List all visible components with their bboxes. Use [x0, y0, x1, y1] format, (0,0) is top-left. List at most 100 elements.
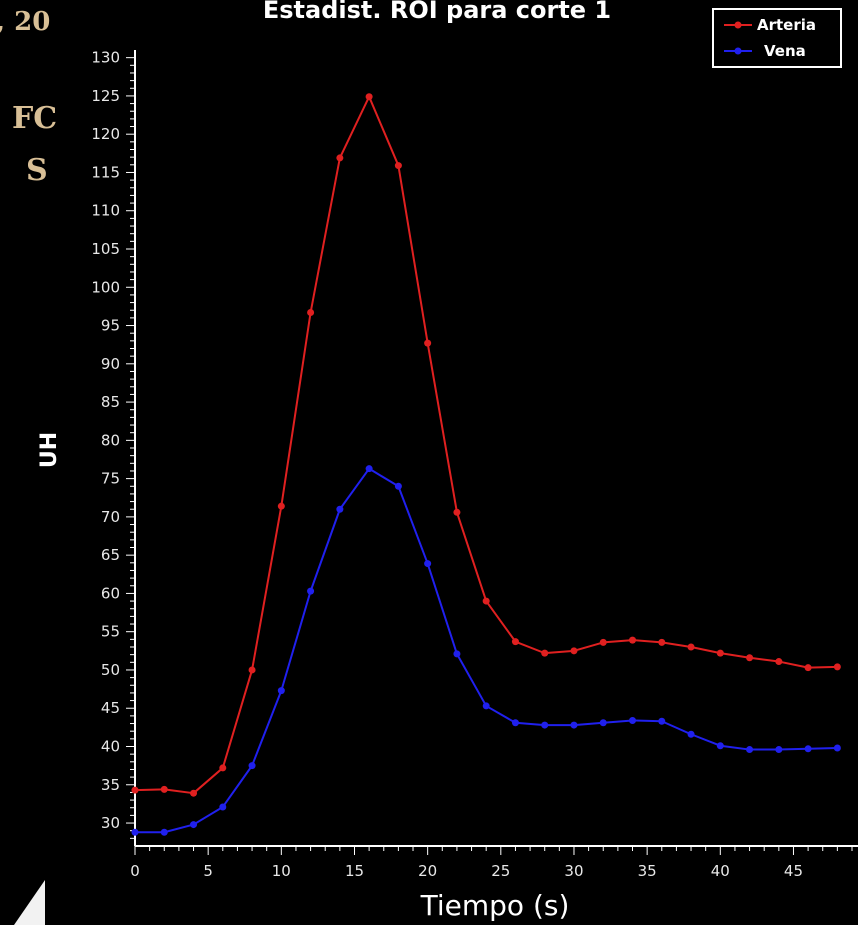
- y-tick-label: 115: [91, 163, 120, 181]
- data-point-vena: [599, 719, 607, 727]
- data-point-arteria: [804, 664, 812, 672]
- chart-title: Estadist. ROI para corte 1: [263, 0, 611, 24]
- data-point-arteria: [511, 638, 519, 646]
- series-line-arteria: [135, 95, 838, 795]
- x-tick-label: 5: [203, 862, 213, 880]
- x-tick-label: 20: [418, 862, 437, 880]
- data-point-vena: [541, 721, 549, 729]
- data-point-arteria: [599, 638, 607, 646]
- data-point-vena: [424, 560, 432, 568]
- y-tick-label: 95: [101, 317, 120, 335]
- data-point-arteria: [277, 502, 285, 510]
- data-point-arteria: [833, 663, 841, 671]
- data-point-arteria: [687, 643, 695, 651]
- data-point-arteria: [482, 597, 490, 605]
- data-point-vena: [716, 742, 724, 750]
- y-tick-label: 70: [101, 508, 120, 526]
- data-point-arteria: [629, 636, 637, 644]
- data-point-arteria: [307, 309, 315, 317]
- data-point-vena: [629, 716, 637, 724]
- x-tick-label: 15: [345, 862, 364, 880]
- y-ticks: 30 35 40 45 50 55 60 65 70 75 80 85 90 95 100 105 110 115…: [91, 49, 135, 839]
- data-point-arteria: [365, 93, 373, 101]
- y-tick-label: 120: [91, 125, 120, 143]
- y-tick-label: 60: [101, 584, 120, 602]
- x-tick-label: 25: [491, 862, 510, 880]
- data-point-arteria: [746, 654, 754, 662]
- y-tick-label: 75: [101, 470, 120, 488]
- data-point-vena: [658, 717, 666, 725]
- data-point-vena: [511, 719, 519, 727]
- data-point-vena: [833, 744, 841, 752]
- data-point-arteria: [775, 658, 783, 666]
- data-point-arteria: [541, 649, 549, 657]
- data-point-vena: [570, 721, 578, 729]
- legend-marker-vena: [734, 47, 742, 55]
- legend-marker-arteria: [734, 21, 742, 29]
- data-point-arteria: [248, 666, 256, 674]
- data-point-arteria: [336, 154, 344, 162]
- x-axis-label: Tiempo (s): [420, 889, 570, 922]
- data-point-arteria: [716, 649, 724, 657]
- series-layer: [131, 93, 841, 836]
- x-tick-label: 35: [638, 862, 657, 880]
- data-point-vena: [746, 746, 754, 754]
- axes: [134, 50, 858, 847]
- y-tick-label: 40: [101, 738, 120, 756]
- data-point-arteria: [219, 764, 227, 772]
- x-ticks: 0 5 10 15 20 25 30 35 40 45: [130, 846, 853, 880]
- data-point-arteria: [394, 162, 402, 170]
- data-point-vena: [307, 587, 315, 595]
- data-point-vena: [248, 762, 256, 770]
- y-tick-label: 65: [101, 546, 120, 564]
- y-tick-label: 125: [91, 87, 120, 105]
- y-tick-label: 50: [101, 661, 120, 679]
- data-point-arteria: [658, 638, 666, 646]
- data-point-vena: [219, 803, 227, 811]
- x-tick-label: 45: [784, 862, 803, 880]
- legend: Arteria Vena: [712, 8, 842, 68]
- y-tick-label: 55: [101, 623, 120, 641]
- y-tick-label: 105: [91, 240, 120, 258]
- background-fragment-3: S: [26, 153, 48, 188]
- y-tick-label: 90: [101, 355, 120, 373]
- y-tick-label: 85: [101, 393, 120, 411]
- y-tick-label: 35: [101, 776, 120, 794]
- x-tick-label: 10: [272, 862, 291, 880]
- data-point-vena: [775, 746, 783, 754]
- y-tick-label: 80: [101, 431, 120, 449]
- legend-box: [712, 8, 842, 68]
- y-axis-label: UH: [37, 432, 62, 468]
- data-point-arteria: [190, 789, 198, 797]
- data-point-vena: [365, 465, 373, 473]
- series-line-vena: [135, 467, 838, 834]
- data-point-vena: [336, 505, 344, 513]
- data-point-arteria: [424, 339, 432, 347]
- data-point-vena: [160, 828, 168, 836]
- data-point-vena: [804, 745, 812, 753]
- y-tick-label: 100: [91, 278, 120, 296]
- data-point-vena: [453, 650, 461, 658]
- legend-label-vena: Vena: [764, 42, 806, 60]
- y-tick-label: 45: [101, 699, 120, 717]
- data-point-arteria: [131, 786, 139, 794]
- legend-label-arteria: Arteria: [757, 16, 816, 34]
- x-tick-label: 0: [130, 862, 140, 880]
- data-point-vena: [482, 702, 490, 710]
- data-point-vena: [687, 730, 695, 738]
- data-point-arteria: [453, 508, 461, 516]
- x-tick-label: 30: [564, 862, 583, 880]
- data-point-arteria: [570, 647, 578, 655]
- data-point-vena: [131, 828, 139, 836]
- background-fragment-1: , 20: [0, 7, 50, 37]
- data-point-vena: [190, 821, 198, 829]
- data-point-vena: [277, 687, 285, 695]
- y-tick-label: 110: [91, 202, 120, 220]
- x-tick-label: 40: [711, 862, 730, 880]
- y-tick-label: 130: [91, 49, 120, 67]
- data-point-arteria: [160, 785, 168, 793]
- background-fragment-2: FC: [12, 101, 57, 136]
- y-tick-label: 30: [101, 814, 120, 832]
- background-fragment-shape: [14, 880, 45, 925]
